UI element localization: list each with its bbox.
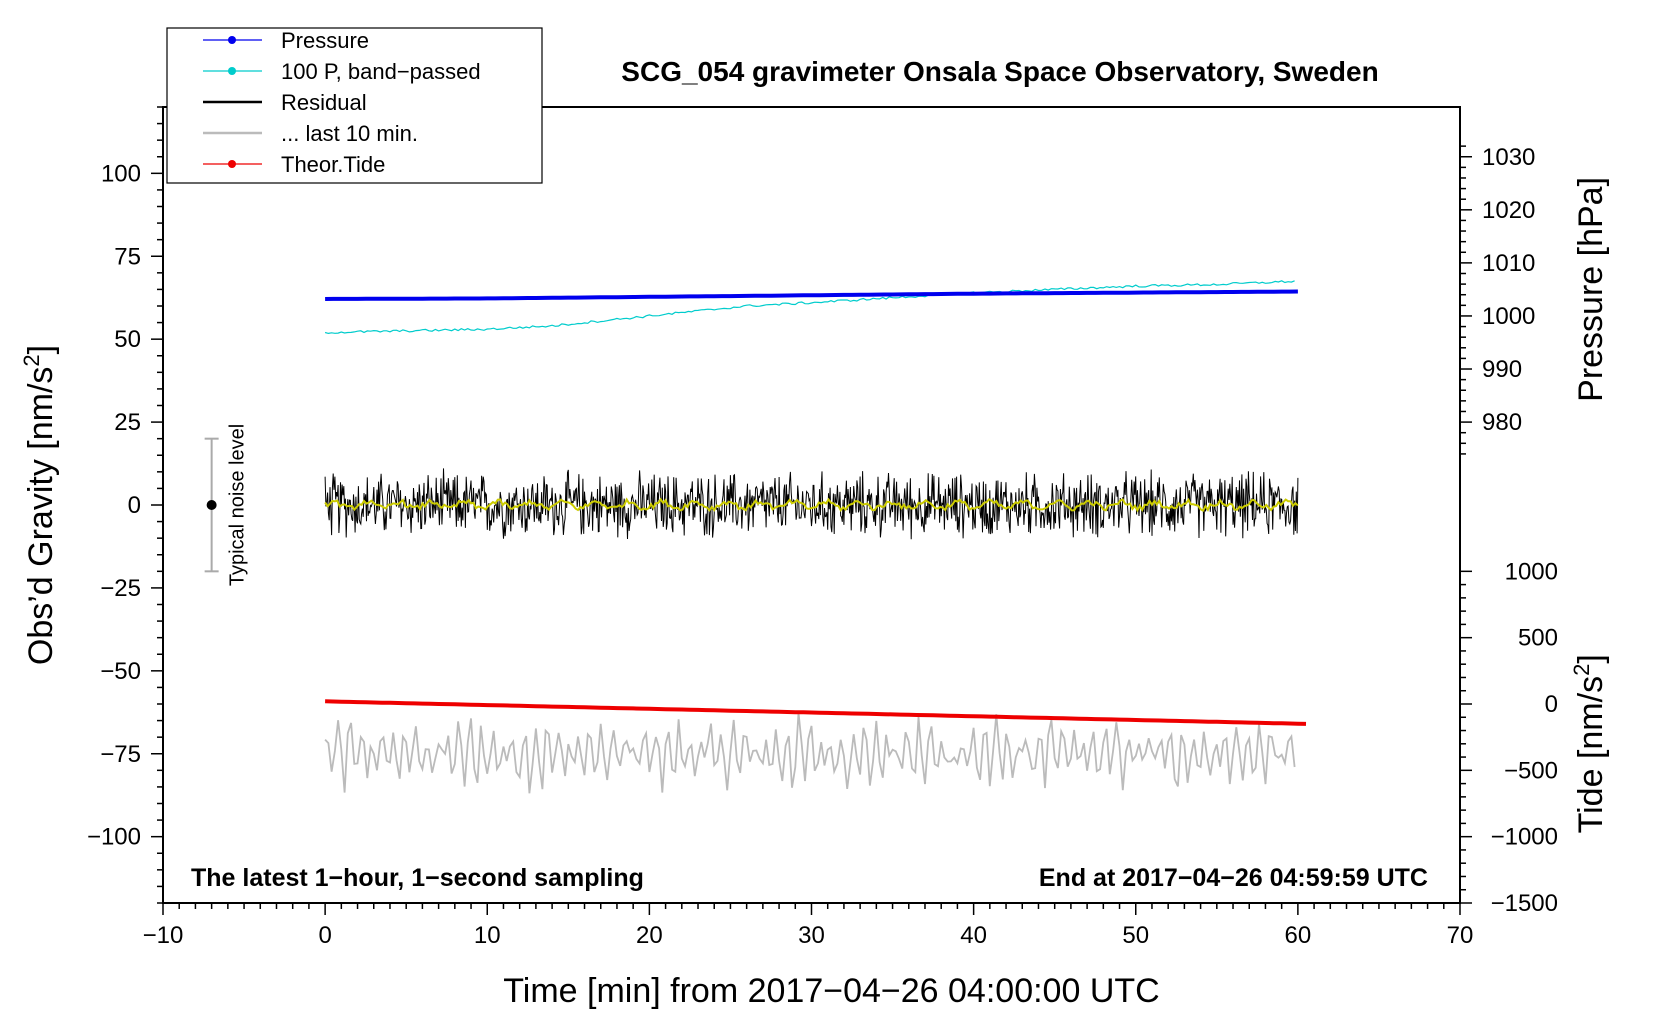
pressure-tick-label: 1020 (1482, 197, 1535, 224)
legend-marker (228, 36, 236, 44)
tide-tick-label: −1500 (1491, 890, 1558, 917)
pressure-axis: 980 990 1000 1010 1020 1030 (1460, 144, 1535, 455)
pressure-tick-label: 1010 (1482, 250, 1535, 277)
y-tick-label: −75 (100, 741, 141, 768)
tide-tick-label: 1000 (1505, 558, 1558, 585)
x-tick-label: −10 (143, 922, 184, 949)
annotation-end-time: End at 2017−04−26 04:59:59 UTC (1039, 864, 1428, 892)
x-tick-label: 60 (1285, 922, 1312, 949)
noise-center-dot (206, 500, 217, 510)
x-tick-label: 70 (1447, 922, 1474, 949)
series-band-passed (324, 280, 1295, 335)
tide-axis: −1500 −1000 −500 0 500 1000 (1460, 558, 1558, 917)
y-tick-label: 50 (114, 326, 141, 353)
chart-title: SCG_054 gravimeter Onsala Space Observat… (621, 56, 1378, 87)
noise-level-label: Typical noise level (227, 424, 249, 586)
x-tick-label: 10 (474, 922, 501, 949)
legend-label: Pressure (281, 28, 369, 53)
y-tick-label: −100 (87, 824, 141, 851)
y-axis-title-gravity: Obs’d Gravity [nm/s2] (19, 345, 60, 665)
y-tick-label: −50 (100, 658, 141, 685)
x-tick-label: 0 (318, 922, 331, 949)
x-axis: −10 0 10 20 30 40 50 60 70 (143, 903, 1474, 949)
y-tick-label: 100 (101, 160, 141, 187)
x-tick-label: 30 (798, 922, 825, 949)
tide-tick-label: 500 (1518, 625, 1558, 652)
annotation-sampling: The latest 1−hour, 1−second sampling (191, 864, 644, 892)
legend: Pressure 100 P, band−passed Residual ... la… (166, 27, 543, 184)
pressure-tick-label: 980 (1482, 409, 1522, 436)
series-layer (324, 280, 1307, 794)
x-tick-label: 50 (1122, 922, 1149, 949)
pressure-tick-label: 1030 (1482, 144, 1535, 171)
legend-label: Theor.Tide (281, 152, 385, 177)
series-residual-smoothed (324, 497, 1299, 513)
x-tick-label: 40 (960, 922, 987, 949)
legend-label: ... last 10 min. (281, 121, 418, 146)
left-y-axis: −100 −75 −50 −25 0 25 50 75 100 (87, 106, 163, 904)
legend-label: 100 P, band−passed (281, 59, 481, 84)
legend-label: Residual (281, 90, 367, 115)
y-tick-label: 75 (114, 243, 141, 270)
y-tick-label: −25 (100, 575, 141, 602)
pressure-tick-label: 990 (1482, 356, 1522, 383)
legend-box (166, 27, 543, 184)
legend-marker (228, 160, 236, 168)
x-tick-label: 20 (636, 922, 663, 949)
series-last-10-min (324, 712, 1296, 794)
series-theoretical-tide (325, 699, 1307, 726)
y-tick-label: 0 (128, 492, 141, 519)
x-axis-title: Time [min] from 2017−04−26 04:00:00 UTC (503, 972, 1159, 1010)
tide-tick-label: 0 (1545, 691, 1558, 718)
tide-tick-label: −500 (1504, 757, 1558, 784)
pressure-tick-label: 1000 (1482, 303, 1535, 330)
series-pressure (325, 289, 1298, 301)
legend-marker (228, 67, 236, 75)
y-tick-label: 25 (114, 409, 141, 436)
y-axis-title-tide: Tide [nm/s2] (1569, 654, 1610, 833)
y-axis-title-pressure: Pressure [hPa] (1572, 177, 1610, 402)
tide-tick-label: −1000 (1491, 824, 1558, 851)
series-residual (324, 468, 1299, 540)
noise-level-indicator: Typical noise level (204, 424, 249, 586)
